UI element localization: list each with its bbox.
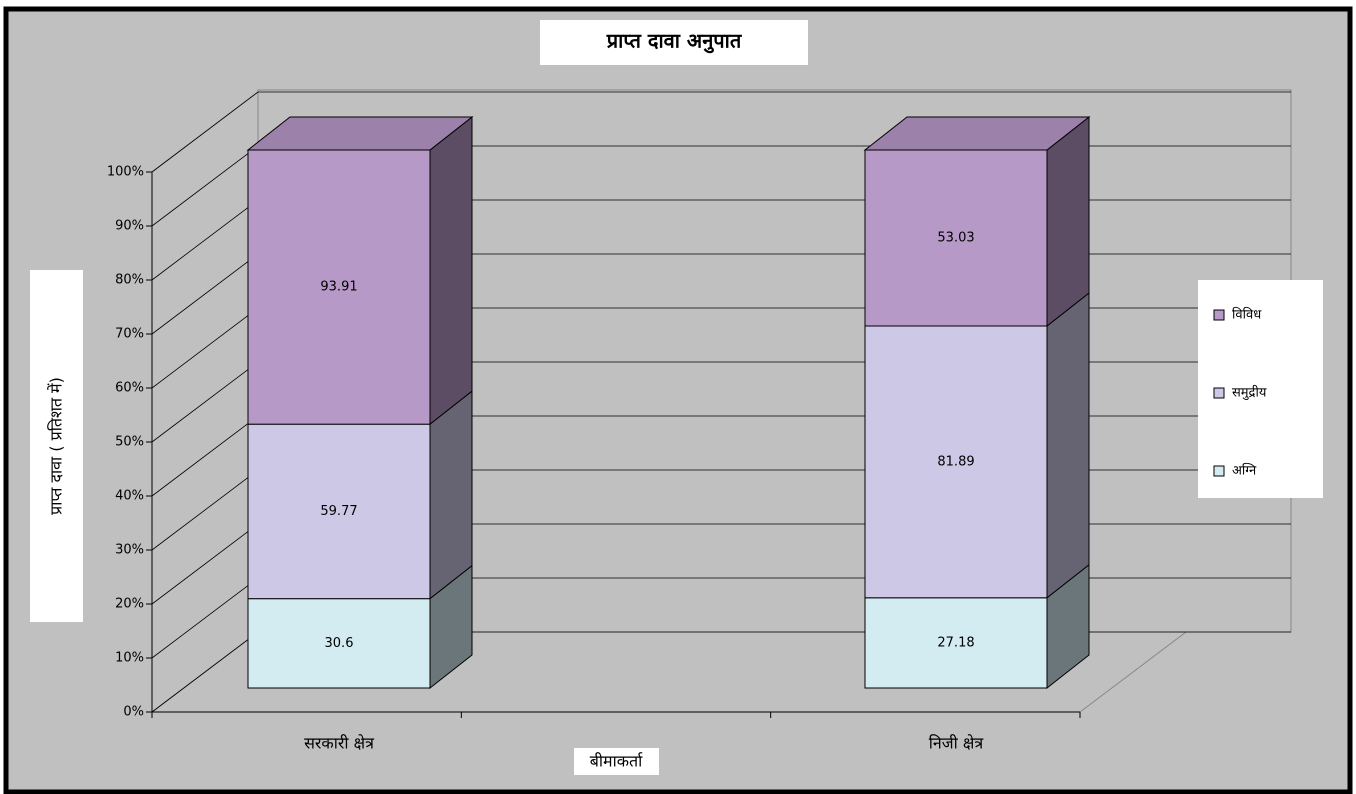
bar	[247, 423, 431, 600]
legend-swatch	[1213, 465, 1225, 477]
title-box	[540, 20, 808, 65]
legend-swatch	[1213, 387, 1225, 399]
y-tick-label: 40%	[115, 489, 144, 504]
legend-label: अग्नि	[1232, 463, 1257, 479]
data-label: 53.03	[937, 231, 974, 246]
y-tick-label: 90%	[115, 219, 144, 234]
data-label: 30.6	[325, 636, 354, 651]
y-tick-label: 10%	[115, 651, 144, 666]
bar	[247, 598, 431, 689]
y-tick-label: 70%	[115, 327, 144, 342]
x-tick-label: निजी क्षेत्र	[929, 734, 985, 753]
bar	[864, 149, 1048, 327]
x-tick-label: सरकारी क्षेत्र	[304, 734, 375, 753]
y-tick-label: 60%	[115, 381, 144, 396]
y-tick-label: 80%	[115, 273, 144, 288]
data-label: 59.77	[320, 504, 357, 519]
bar-side	[429, 390, 473, 600]
y-tick-label: 20%	[115, 597, 144, 612]
bar-side	[429, 115, 473, 426]
y-label-box	[30, 270, 83, 622]
data-label: 27.18	[937, 635, 974, 650]
bar	[864, 597, 1048, 689]
bar	[864, 325, 1048, 599]
y-tick-label: 0%	[123, 705, 144, 720]
data-label: 81.89	[937, 454, 974, 469]
legend-swatch	[1213, 309, 1225, 321]
data-label: 93.91	[320, 280, 357, 295]
y-tick-label: 100%	[107, 165, 144, 180]
x-axis-label: बीमाकर्ता	[590, 752, 644, 771]
bar-side	[1046, 115, 1090, 328]
legend-label: विविध	[1232, 307, 1262, 323]
x-label-box	[574, 748, 659, 775]
chart-title: प्राप्त दावा अनुपात	[606, 29, 743, 54]
y-tick-label: 30%	[115, 543, 144, 558]
y-axis-label: प्राप्त दावा ( प्रतिशत में)	[47, 377, 66, 515]
y-tick-label: 50%	[115, 435, 144, 450]
grid-line	[151, 91, 1291, 173]
bar	[247, 149, 431, 425]
legend-label: समुद्रीय	[1232, 385, 1267, 401]
bar-side	[1046, 291, 1090, 599]
